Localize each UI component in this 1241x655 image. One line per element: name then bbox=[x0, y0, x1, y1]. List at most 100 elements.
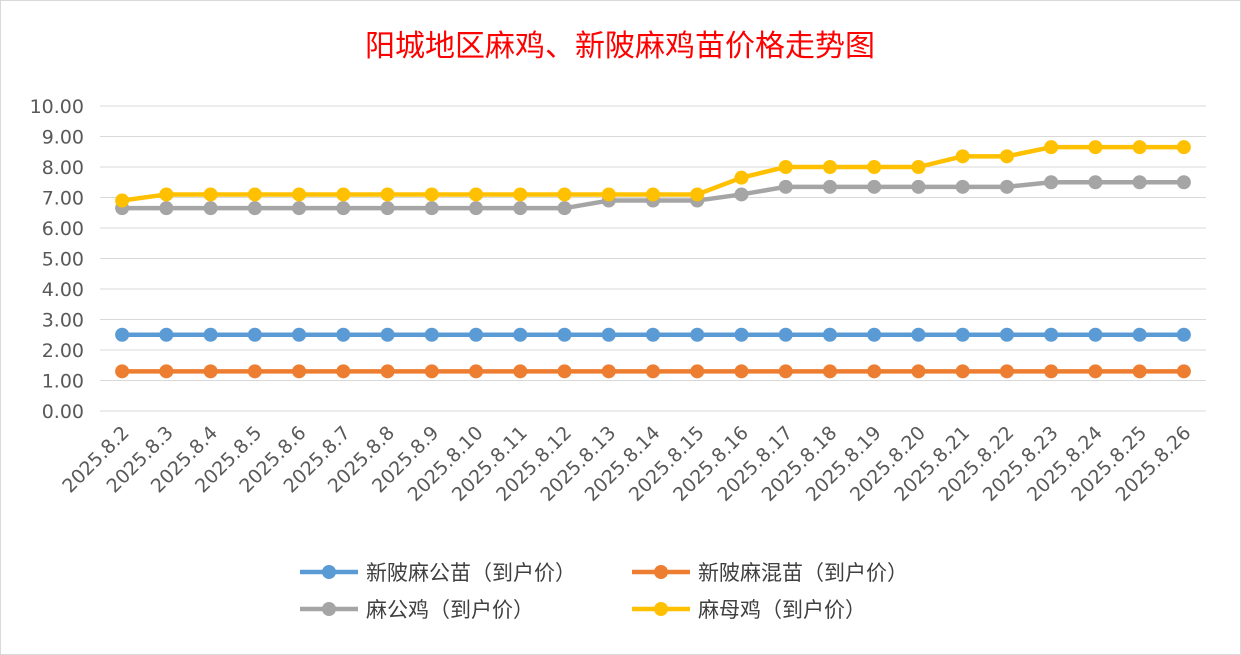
data-point bbox=[380, 201, 395, 216]
data-point bbox=[159, 187, 174, 202]
data-point bbox=[1044, 327, 1059, 342]
data-point bbox=[778, 364, 793, 379]
data-point bbox=[247, 187, 262, 202]
data-point bbox=[557, 201, 572, 216]
data-point bbox=[734, 364, 749, 379]
data-point bbox=[469, 187, 484, 202]
data-point bbox=[115, 364, 130, 379]
data-point bbox=[292, 327, 307, 342]
data-point bbox=[601, 187, 616, 202]
data-point bbox=[822, 160, 837, 174]
data-point bbox=[336, 187, 351, 202]
y-tick-label: 1.00 bbox=[42, 371, 84, 393]
legend-item: 新陂麻混苗（到户价） bbox=[632, 561, 908, 585]
data-point bbox=[646, 327, 660, 342]
data-point bbox=[469, 364, 484, 379]
legend-label: 麻母鸡（到户价） bbox=[698, 598, 866, 622]
data-point bbox=[203, 364, 218, 379]
data-point bbox=[557, 187, 572, 202]
legend-label: 麻公鸡（到户价） bbox=[366, 598, 534, 622]
data-point bbox=[999, 179, 1014, 194]
y-tick-label: 10.00 bbox=[30, 96, 84, 118]
data-point bbox=[734, 327, 749, 342]
data-point bbox=[1132, 364, 1147, 379]
data-point bbox=[203, 201, 218, 216]
data-point bbox=[159, 364, 174, 379]
data-point bbox=[955, 149, 970, 164]
gridlines bbox=[100, 105, 1206, 412]
data-point bbox=[867, 179, 882, 194]
data-point bbox=[911, 327, 926, 342]
y-tick-label: 5.00 bbox=[42, 249, 84, 271]
data-point bbox=[1132, 327, 1147, 342]
y-tick-label: 9.00 bbox=[42, 127, 84, 149]
data-point bbox=[557, 327, 572, 342]
y-tick-label: 3.00 bbox=[42, 310, 84, 332]
data-point bbox=[203, 327, 218, 342]
data-point bbox=[292, 364, 307, 379]
legend-label: 新陂麻公苗（到户价） bbox=[366, 561, 576, 585]
data-point bbox=[1044, 364, 1059, 379]
data-point bbox=[1176, 175, 1191, 190]
data-point bbox=[247, 327, 262, 342]
data-point bbox=[1176, 364, 1191, 379]
data-point bbox=[822, 179, 837, 194]
data-point bbox=[734, 170, 749, 185]
data-point bbox=[601, 327, 616, 342]
y-axis-tick-labels: 0.00 1.00 2.00 3.00 4.00 5.00 6.00 7.00 8.00 9.00… bbox=[30, 96, 84, 423]
data-point bbox=[1088, 175, 1103, 190]
chart-title: 阳城地区麻鸡、新陂麻鸡苗价格走势图 bbox=[365, 29, 875, 64]
data-point bbox=[159, 201, 174, 216]
data-point bbox=[513, 201, 528, 216]
data-point bbox=[690, 187, 705, 202]
data-point bbox=[380, 327, 395, 342]
data-point bbox=[778, 327, 793, 342]
series-1 bbox=[115, 364, 1191, 379]
legend-item: 麻母鸡（到户价） bbox=[632, 598, 866, 622]
data-point bbox=[822, 327, 837, 342]
data-point bbox=[646, 187, 660, 202]
data-point bbox=[1044, 140, 1059, 155]
legend-item: 麻公鸡（到户价） bbox=[300, 598, 534, 622]
y-tick-label: 7.00 bbox=[42, 188, 84, 210]
data-point bbox=[336, 327, 351, 342]
data-point bbox=[469, 201, 484, 216]
legend-marker bbox=[654, 565, 668, 579]
y-tick-label: 6.00 bbox=[42, 218, 84, 240]
data-point bbox=[424, 364, 439, 379]
y-tick-label: 0.00 bbox=[42, 401, 84, 423]
data-point bbox=[911, 364, 926, 379]
data-point bbox=[1044, 175, 1059, 190]
data-point bbox=[1088, 140, 1103, 155]
data-point bbox=[999, 364, 1014, 379]
data-point bbox=[1132, 140, 1147, 155]
data-point bbox=[911, 179, 926, 194]
legend-item: 新陂麻公苗（到户价） bbox=[300, 561, 576, 585]
y-tick-label: 4.00 bbox=[42, 279, 84, 301]
data-point bbox=[955, 179, 970, 194]
data-point bbox=[690, 364, 705, 379]
data-point bbox=[247, 364, 262, 379]
legend-marker bbox=[654, 602, 668, 616]
data-point bbox=[469, 327, 484, 342]
data-point bbox=[1132, 175, 1147, 190]
legend: 新陂麻公苗（到户价） 新陂麻混苗（到户价） 麻公鸡（到户价） 麻母鸡（到户价） bbox=[300, 561, 908, 622]
data-point bbox=[159, 327, 174, 342]
data-point bbox=[115, 327, 130, 342]
y-tick-label: 8.00 bbox=[42, 157, 84, 179]
data-point bbox=[292, 201, 307, 216]
data-point bbox=[424, 327, 439, 342]
data-point bbox=[734, 187, 749, 202]
data-point bbox=[646, 364, 660, 379]
data-point bbox=[955, 364, 970, 379]
data-point bbox=[867, 160, 882, 174]
legend-marker bbox=[322, 565, 336, 579]
data-point bbox=[778, 160, 793, 174]
data-point bbox=[380, 187, 395, 202]
legend-marker bbox=[322, 602, 336, 616]
data-point bbox=[778, 179, 793, 194]
y-tick-label: 2.00 bbox=[42, 340, 84, 362]
data-point bbox=[424, 201, 439, 216]
